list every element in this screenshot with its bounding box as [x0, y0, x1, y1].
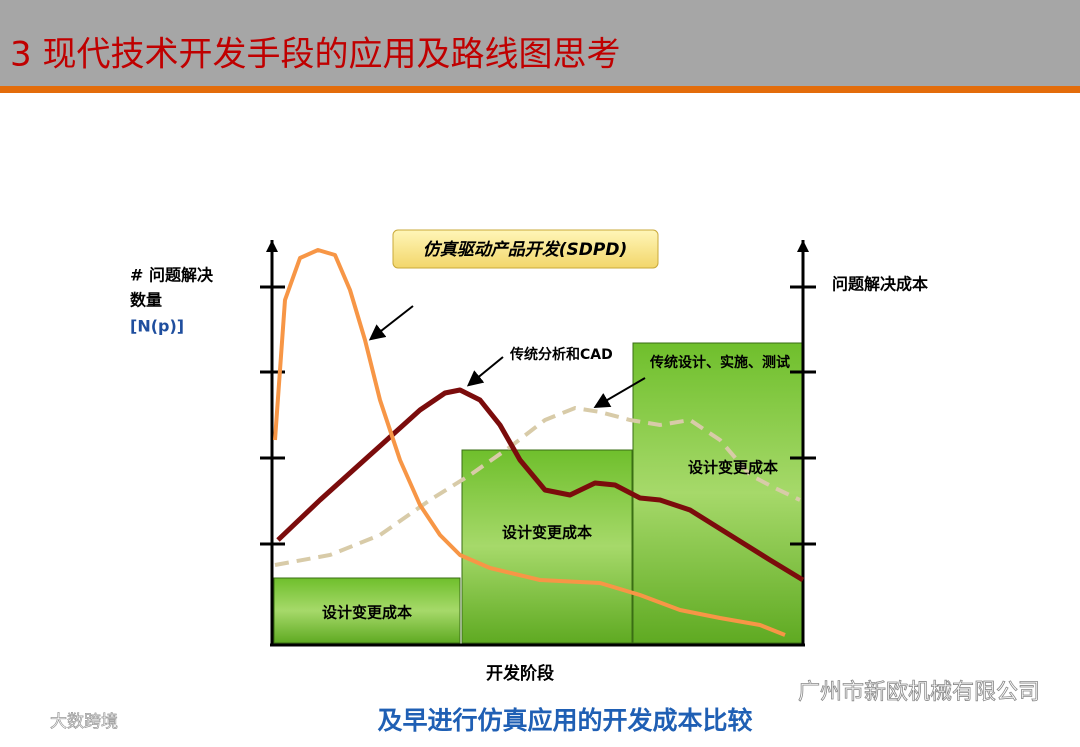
banner: 仿真驱动产品开发(SDPD)	[423, 240, 627, 260]
annotation: 传统分析和CAD	[509, 346, 613, 363]
y-label: # 问题解决	[130, 266, 214, 285]
header-bar	[0, 0, 1080, 86]
y-label: [N(p)]	[130, 317, 184, 336]
block	[461, 449, 633, 644]
slide-title: 3 现代技术开发手段的应用及路线图思考	[10, 35, 620, 75]
block	[273, 577, 461, 644]
block-label: 设计变更成本	[688, 459, 778, 477]
pointers	[368, 305, 646, 409]
block-label: 设计变更成本	[322, 604, 412, 622]
block-label: 设计变更成本	[502, 524, 592, 542]
caption: 及早进行仿真应用的开发成本比较	[377, 706, 752, 735]
labels: # 问题解决 数量 [N(p)] 问题解决成本 传统分析和CAD 传统设计、实施…	[130, 266, 928, 685]
watermark: 大数跨境	[50, 712, 118, 732]
header-rule	[0, 86, 1080, 93]
y2-label: 问题解决成本	[832, 275, 928, 294]
curve-sdpd	[273, 248, 786, 637]
watermark: 广州市新欧机械有限公司	[798, 680, 1040, 705]
axes	[260, 240, 816, 647]
curve-traditional-cad	[276, 387, 805, 583]
curve-traditional-test	[274, 405, 801, 567]
banner-box	[392, 229, 659, 269]
block	[632, 342, 804, 644]
x-label: 开发阶段	[486, 663, 554, 684]
annotation: 传统设计、实施、测试	[649, 354, 790, 371]
y-label: 数量	[130, 291, 162, 310]
